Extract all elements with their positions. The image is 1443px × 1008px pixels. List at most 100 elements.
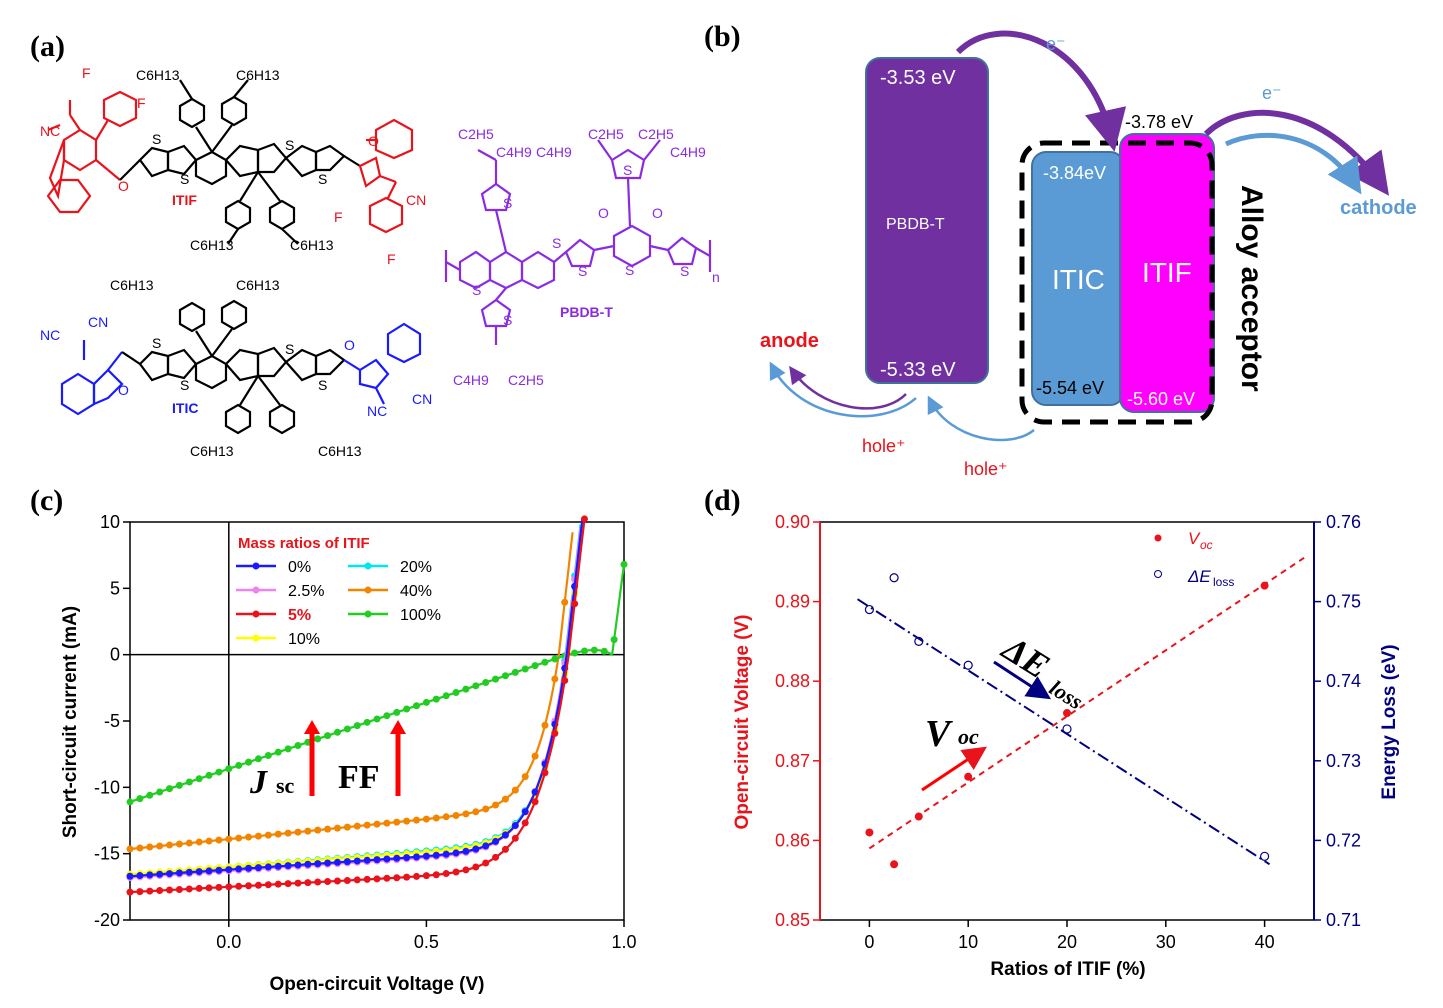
panel-b-energy-diagram: (b) -3.53 eV PBDB-T -5.33 eV -3.84eV ITI…: [704, 20, 1417, 479]
jv-point-100%: [373, 715, 381, 723]
itic-name: ITIC: [172, 400, 198, 416]
jv-point-5%: [521, 819, 529, 827]
hole-arrow-3: [927, 395, 1035, 442]
itif-structure: [46, 79, 414, 245]
jv-point-40%: [521, 773, 529, 781]
voc-annotations: V oc ΔE loss: [921, 627, 1087, 792]
jv-point-100%: [185, 778, 193, 786]
jv-point-0%: [304, 860, 312, 868]
jv-legend-marker-10%: [252, 634, 260, 642]
pbdbt-s1: S: [503, 195, 512, 211]
jv-point-40%: [245, 833, 253, 841]
jv-point-5%: [195, 884, 203, 892]
voc-ytick-left-label: 0.86: [775, 830, 810, 850]
jv-point-5%: [264, 881, 272, 889]
jv-point-100%: [274, 748, 282, 756]
jv-point-5%: [551, 729, 559, 737]
jv-point-40%: [195, 838, 203, 846]
jv-point-5%: [126, 888, 134, 896]
jv-point-5%: [175, 885, 183, 893]
jv-point-0%: [521, 808, 529, 816]
anode-label: anode: [760, 330, 819, 352]
jv-ytick-label: 10: [100, 512, 120, 532]
jv-legend-label-100%: 100%: [400, 607, 441, 624]
voc-ylabel-right: Energy Loss (eV): [1379, 644, 1400, 799]
jv-point-5%: [403, 873, 411, 881]
jv-point-5%: [284, 880, 292, 888]
jv-point-100%: [393, 708, 401, 716]
jv-point-5%: [136, 888, 144, 896]
jv-legend-label-2.5%: 2.5%: [288, 583, 324, 600]
jv-point-0%: [482, 842, 490, 850]
itif-c6h13-2: C6H13: [236, 67, 280, 83]
jv-point-5%: [156, 887, 164, 895]
jv-point-100%: [146, 791, 154, 799]
jv-point-100%: [175, 781, 183, 789]
jv-point-0%: [166, 870, 174, 878]
panel-d-voc-eloss-chart: (d) 0 10 20 30 40 0.90 0.89 0.88 0.87 0.86 0.85 0.7…: [704, 484, 1400, 980]
voc-series: [857, 556, 1305, 869]
eloss-legend-marker: [1154, 570, 1162, 578]
jv-point-40%: [166, 841, 174, 849]
jv-point-0%: [235, 865, 243, 873]
itic-cn-top: CN: [88, 314, 108, 330]
jv-point-100%: [432, 695, 440, 703]
jv-ytick-label: -10: [94, 777, 120, 797]
jv-point-0%: [373, 856, 381, 864]
itif-f-top: F: [82, 65, 91, 81]
jv-point-0%: [472, 845, 480, 853]
itif-cn: CN: [406, 192, 426, 208]
panel-a-structures: (a): [30, 30, 720, 459]
itic-box-name: ITIC: [1052, 264, 1105, 295]
jv-point-5%: [235, 882, 243, 890]
voc-xtick-label: 40: [1255, 932, 1275, 952]
jv-point-5%: [442, 870, 450, 878]
pbdbt-s2: S: [552, 235, 561, 251]
pbdbt-c4h9-4: C4H9: [453, 372, 489, 388]
jv-jsc-sub: sc: [276, 773, 295, 798]
voc-annotation-sub: oc: [958, 724, 979, 749]
jv-point-100%: [324, 732, 332, 740]
jv-point-0%: [254, 864, 262, 872]
jv-point-40%: [314, 826, 322, 834]
jv-point-0%: [264, 863, 272, 871]
jv-ytick-label: -5: [104, 711, 120, 731]
voc-point: [890, 860, 899, 869]
jv-point-40%: [324, 825, 332, 833]
voc-point: [1260, 581, 1269, 590]
jv-point-40%: [353, 822, 361, 830]
jv-point-40%: [156, 842, 164, 850]
jv-point-100%: [215, 768, 223, 776]
pbdbt-c2h5-2: C2H5: [588, 126, 624, 142]
jv-point-40%: [343, 823, 351, 831]
voc-ytick-left-label: 0.90: [775, 512, 810, 532]
jv-point-0%: [383, 855, 391, 863]
jv-point-5%: [482, 859, 490, 867]
voc-ytick-left-label: 0.89: [775, 592, 810, 612]
jv-point-100%: [126, 798, 134, 806]
jv-point-0%: [363, 856, 371, 864]
jv-point-5%: [215, 883, 223, 891]
jv-point-0%: [225, 866, 233, 874]
panel-c-label: (c): [30, 484, 63, 517]
jv-axes: 0.0 0.5 1.0 10 5 0 -5 -10 -15 -20: [94, 512, 637, 952]
jv-point-0%: [413, 853, 421, 861]
jv-point-0%: [175, 869, 183, 877]
electron-arrow-2: [1203, 109, 1390, 196]
jv-point-5%: [432, 871, 440, 879]
jv-point-40%: [561, 598, 569, 606]
pbdbt-labels: C2H5 C4H9 C4H9 C2H5 C2H5 C4H9 C4H9 C2H5 …: [453, 126, 720, 388]
jv-point-40%: [413, 816, 421, 824]
pbdbt-c4h9-3: C4H9: [670, 144, 706, 160]
itif-o-left: O: [118, 178, 129, 194]
pbdbt-homo: -5.33 eV: [880, 359, 956, 381]
panel-a-label: (a): [30, 30, 65, 63]
jv-point-5%: [511, 834, 519, 842]
itic-nc-bot: NC: [367, 403, 387, 419]
jv-legend-label-10%: 10%: [288, 631, 320, 648]
jv-point-40%: [274, 830, 282, 838]
itif-box-name: ITIF: [1142, 257, 1192, 288]
jv-point-100%: [343, 725, 351, 733]
hole-arrow-1: [789, 365, 907, 410]
